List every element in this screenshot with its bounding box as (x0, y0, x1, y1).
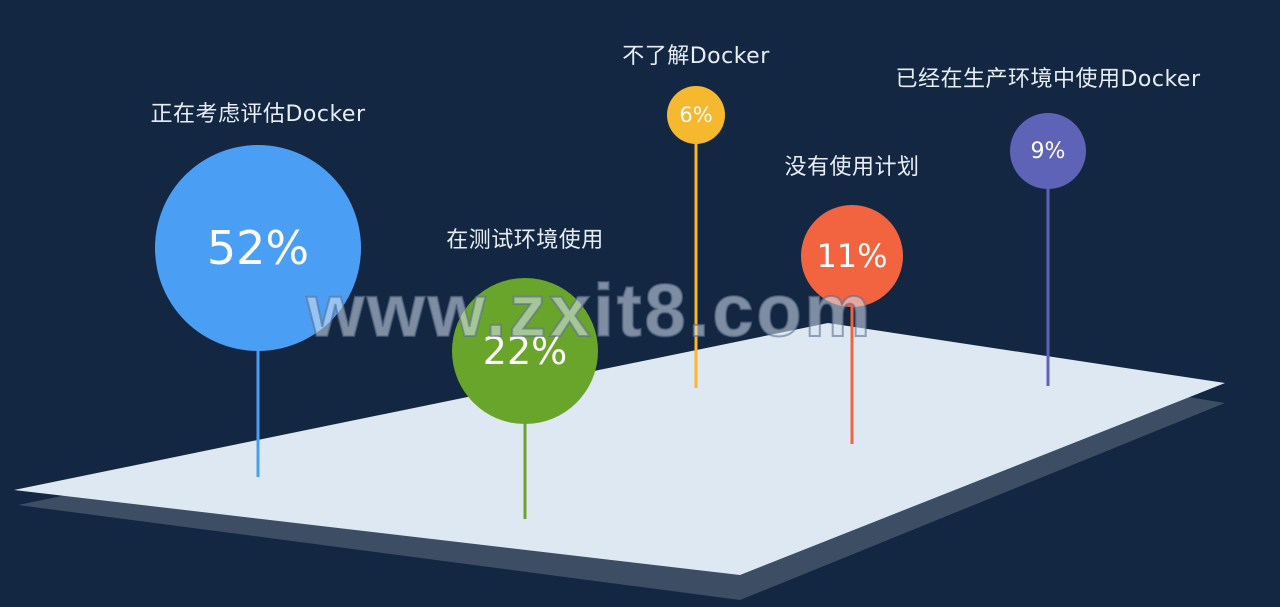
watermark-text: www.zxit8.com (306, 268, 874, 353)
category-label-3: 不了解Docker (622, 44, 770, 69)
value-bubble-5: 9% (1010, 113, 1086, 189)
value-bubble-4: 11% (801, 205, 903, 307)
value-label-3: 6% (679, 103, 713, 127)
value-label-2: 22% (482, 329, 568, 373)
category-label-2: 在测试环境使用 (446, 228, 604, 253)
category-label-1: 正在考虑评估Docker (150, 102, 366, 127)
value-label-5: 9% (1030, 138, 1066, 164)
value-bubble-1: 52% (155, 145, 361, 351)
value-label-1: 52% (206, 221, 310, 275)
category-label-5: 已经在生产环境中使用Docker (895, 67, 1201, 92)
value-label-4: 11% (816, 237, 888, 275)
value-bubble-2: 22% (452, 278, 598, 424)
category-label-4: 没有使用计划 (784, 155, 920, 180)
plane-top (14, 323, 1225, 575)
value-bubble-3: 6% (667, 86, 725, 144)
